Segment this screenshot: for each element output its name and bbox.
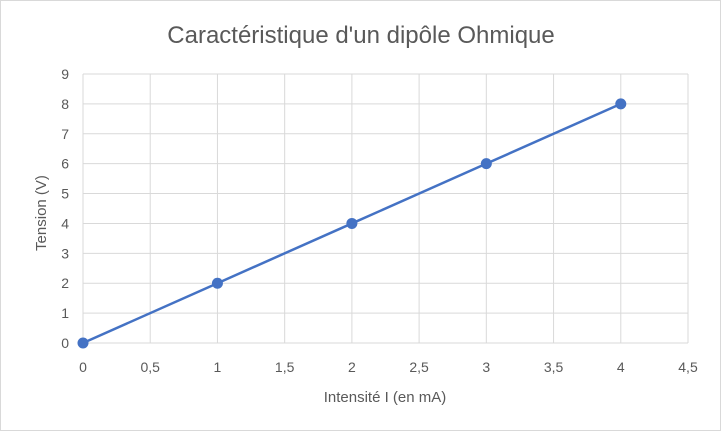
x-axis-label: Intensité I (en mA) xyxy=(324,389,447,406)
x-tick-label: 2,5 xyxy=(409,359,429,375)
tick-labels: 0 0,5 1 1,5 2 2,5 3 3,5 4 4,5 0 1 2 3 4 5 6 7 8 9 xyxy=(61,66,698,375)
data-series xyxy=(77,98,627,349)
y-tick-label: 2 xyxy=(61,275,69,291)
y-tick-label: 9 xyxy=(61,66,69,82)
y-tick-label: 8 xyxy=(61,96,69,112)
chart-title: Caractéristique d'un dipôle Ohmique xyxy=(167,22,554,49)
data-point xyxy=(211,277,223,289)
x-tick-label: 0 xyxy=(79,359,87,375)
gridlines xyxy=(82,73,689,344)
y-tick-label: 1 xyxy=(61,305,69,321)
y-tick-label: 5 xyxy=(61,186,69,202)
x-tick-label: 4,5 xyxy=(678,359,698,375)
data-point xyxy=(77,337,89,349)
data-point xyxy=(346,217,358,229)
y-tick-label: 6 xyxy=(61,156,69,172)
y-tick-label: 7 xyxy=(61,126,69,142)
y-tick-label: 3 xyxy=(61,245,69,261)
x-tick-label: 2 xyxy=(348,359,356,375)
x-tick-label: 3 xyxy=(482,359,490,375)
y-axis-label: Tension (V) xyxy=(33,175,50,251)
data-point xyxy=(480,158,492,170)
y-tick-label: 4 xyxy=(61,215,69,231)
y-tick-label: 0 xyxy=(61,335,69,351)
x-tick-label: 0,5 xyxy=(140,359,160,375)
x-tick-label: 4 xyxy=(617,359,625,375)
x-tick-label: 1 xyxy=(214,359,222,375)
x-tick-label: 1,5 xyxy=(275,359,295,375)
data-point xyxy=(615,98,627,110)
x-tick-label: 3,5 xyxy=(544,359,564,375)
